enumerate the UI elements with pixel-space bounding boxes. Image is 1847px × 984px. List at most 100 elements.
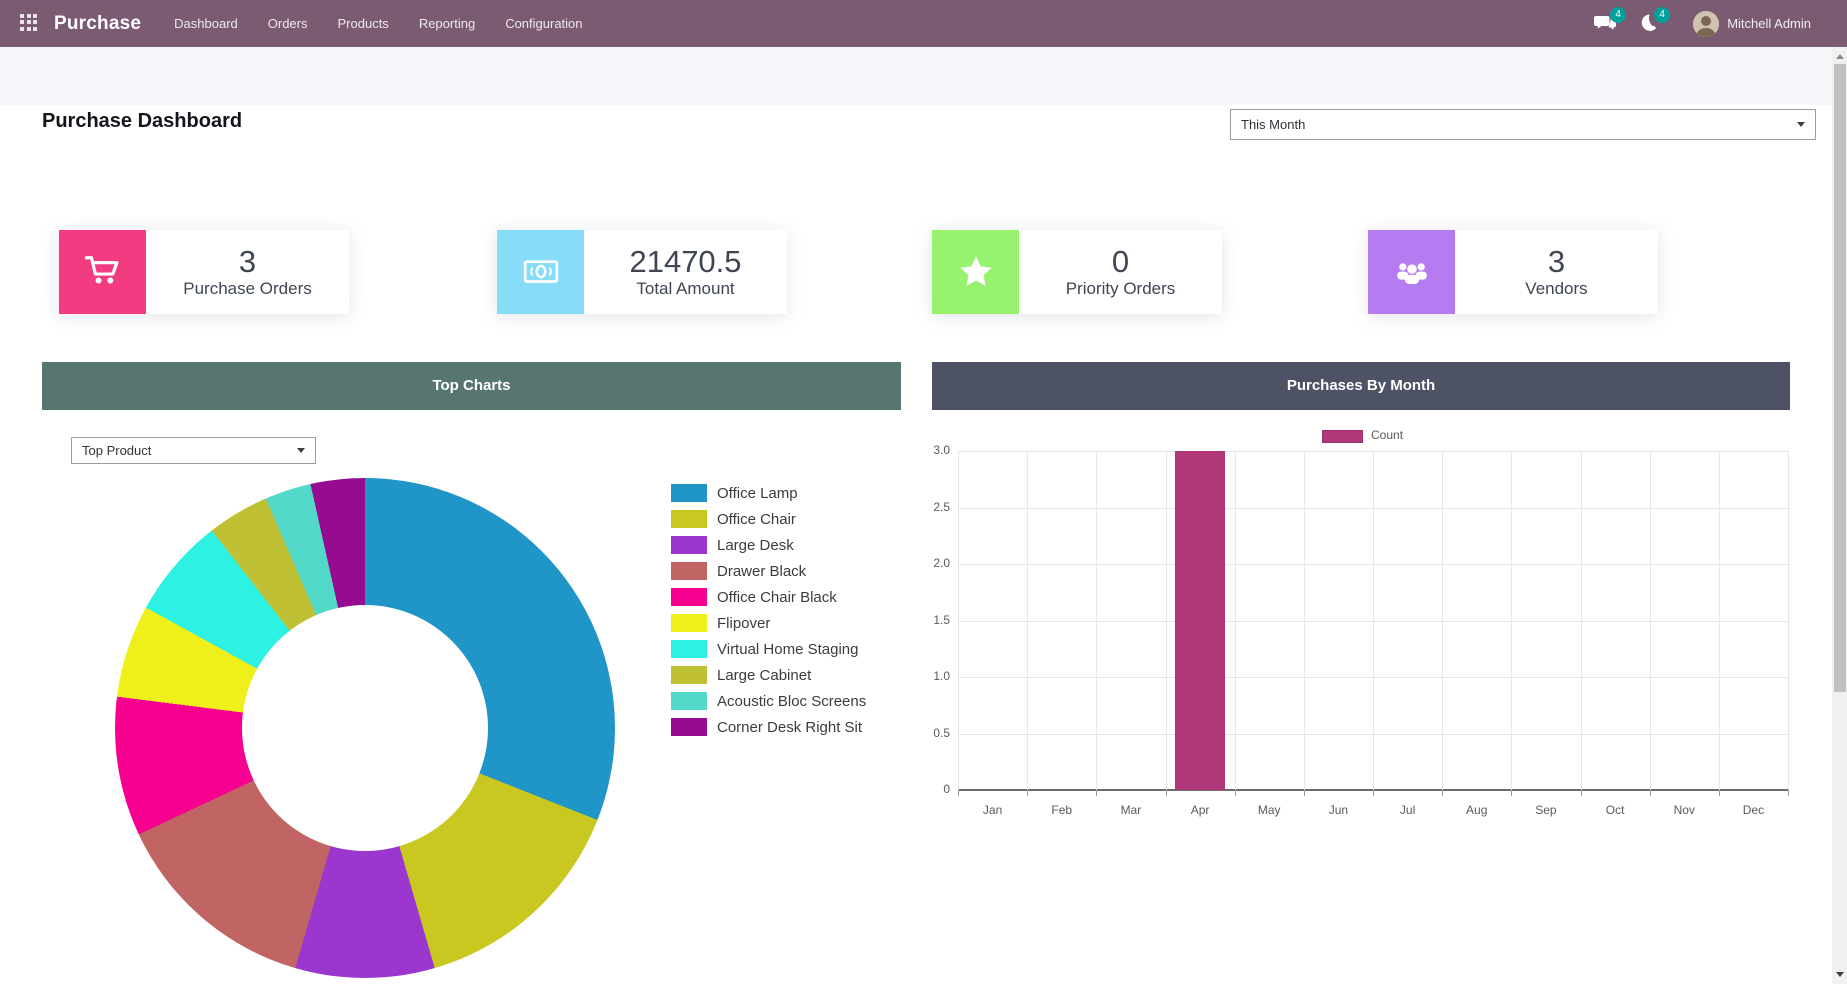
x-axis-tick-label: Mar: [1120, 803, 1142, 817]
kpi-card-total-amount[interactable]: 21470.5 Total Amount: [497, 230, 787, 314]
y-axis-tick-label: 2.5: [933, 499, 950, 514]
scrollbar-thumb[interactable]: [1833, 64, 1846, 692]
vertical-scrollbar[interactable]: [1832, 47, 1847, 984]
nav-item-reporting[interactable]: Reporting: [418, 16, 476, 31]
x-axis-tick-label: Dec: [1742, 803, 1765, 817]
top-product-selector-value: Top Product: [82, 443, 152, 458]
legend-label: Flipover: [717, 614, 771, 632]
grid-line: [1649, 451, 1651, 790]
donut-legend-item: Office Chair: [671, 510, 866, 528]
star-icon: [932, 230, 1019, 314]
kpi-value: 3: [238, 244, 257, 279]
legend-label: Large Desk: [717, 536, 794, 554]
scroll-down-arrow-icon[interactable]: [1832, 967, 1847, 982]
donut-legend-item: Acoustic Bloc Screens: [671, 692, 866, 710]
control-panel-strip: [0, 47, 1832, 105]
x-axis-tick-label: Jun: [1328, 803, 1349, 817]
donut-legend-item: Office Chair Black: [671, 588, 866, 606]
kpi-label: Total Amount: [636, 279, 735, 298]
app-brand[interactable]: Purchase: [54, 12, 142, 34]
y-axis-tick-label: 3.0: [933, 443, 950, 457]
user-menu[interactable]: Mitchell Admin: [1693, 10, 1811, 37]
y-axis-tick-label: 1.5: [933, 612, 950, 627]
x-axis-tick: [1234, 790, 1236, 796]
purchases-by-month-header: Purchases By Month: [932, 362, 1790, 410]
chevron-down-icon: [1797, 122, 1805, 127]
legend-label: Large Cabinet: [717, 666, 812, 684]
kpi-value: 21470.5: [629, 244, 742, 279]
avatar: [1693, 10, 1720, 37]
legend-label: Acoustic Bloc Screens: [717, 692, 867, 710]
legend-swatch: [671, 718, 707, 736]
x-axis-tick: [1442, 790, 1444, 796]
x-axis-tick: [1303, 790, 1305, 796]
x-axis-tick: [1580, 790, 1582, 796]
grid-line: [1165, 451, 1167, 790]
grid-line: [1373, 451, 1374, 790]
nav-item-dashboard[interactable]: Dashboard: [174, 16, 238, 31]
top-navbar: Purchase Dashboard Orders Products Repor…: [0, 0, 1847, 47]
period-selector-value: This Month: [1241, 117, 1306, 132]
x-axis-tick: [1096, 790, 1098, 796]
kpi-card-priority-orders[interactable]: 0 Priority Orders: [932, 230, 1222, 314]
grid-line: [1788, 451, 1789, 790]
shopping-cart-icon: [59, 230, 146, 314]
grid-line: [1718, 451, 1720, 790]
x-axis-tick: [1788, 790, 1789, 796]
activities-icon[interactable]: 4: [1637, 6, 1671, 36]
nav-item-orders[interactable]: Orders: [267, 16, 308, 31]
grid-line: [1303, 451, 1305, 790]
y-axis-tick-label: 2.0: [933, 556, 950, 570]
page-title: Purchase Dashboard: [42, 110, 243, 132]
top-product-selector[interactable]: Top Product: [71, 437, 316, 464]
scroll-up-arrow-icon[interactable]: [1832, 49, 1847, 64]
kpi-label: Priority Orders: [1065, 279, 1176, 298]
x-axis-tick: [1373, 790, 1374, 796]
x-axis-tick-label: Feb: [1051, 803, 1073, 817]
legend-label: Drawer Black: [717, 562, 807, 580]
crescent-moon-icon: [1641, 13, 1657, 31]
messages-icon[interactable]: 4: [1593, 6, 1627, 36]
donut-legend-item: Virtual Home Staging: [671, 640, 866, 658]
money-bill-icon: [497, 230, 584, 314]
legend-swatch: [671, 536, 707, 554]
kpi-card-vendors[interactable]: 3 Vendors: [1368, 230, 1658, 314]
x-axis-tick-label: Nov: [1673, 803, 1695, 817]
activities-badge: 4: [1654, 6, 1671, 23]
y-axis-tick-label: 0.5: [933, 725, 950, 740]
top-product-donut: [115, 478, 615, 978]
x-axis-tick: [1027, 790, 1029, 796]
top-charts-header: Top Charts: [42, 362, 901, 410]
users-icon: [1368, 230, 1455, 314]
bar-legend-label: Count: [1371, 428, 1404, 442]
grid-line: [1234, 451, 1236, 790]
apps-grid-icon[interactable]: [20, 13, 40, 34]
x-axis-tick-label: May: [1257, 803, 1281, 817]
period-selector[interactable]: This Month: [1230, 109, 1816, 140]
grid-line: [958, 451, 959, 790]
legend-label: Corner Desk Right Sit: [717, 718, 863, 736]
donut-legend: Office Lamp Office Chair Large Desk Drawer …: [671, 484, 866, 744]
grid-line: [1580, 451, 1582, 790]
donut-hole: [242, 605, 488, 851]
legend-swatch: [671, 510, 707, 528]
legend-swatch: [671, 666, 707, 684]
grid-line: [1442, 451, 1444, 790]
chevron-down-icon: [297, 448, 305, 453]
user-name: Mitchell Admin: [1727, 16, 1811, 31]
nav-item-configuration[interactable]: Configuration: [505, 16, 583, 31]
donut-legend-item: Large Desk: [671, 536, 866, 554]
x-axis-tick: [1649, 790, 1651, 796]
y-axis-tick-label: 0: [943, 782, 950, 796]
legend-swatch: [671, 640, 707, 658]
x-axis-tick-label: Apr: [1190, 803, 1210, 817]
nav-item-products[interactable]: Products: [337, 16, 389, 31]
kpi-card-purchase-orders[interactable]: 3 Purchase Orders: [59, 230, 349, 314]
legend-label: Virtual Home Staging: [717, 640, 859, 658]
bar-chart-plot: 0 0.5 1.0 1.5 2.0 2.5 3.0 Jan Feb Mar Apr May Jun Jul…: [933, 443, 1789, 817]
legend-swatch: [671, 692, 707, 710]
legend-label: Office Chair: [717, 510, 796, 528]
x-axis-tick-label: Jul: [1399, 803, 1416, 817]
x-axis-tick: [1165, 790, 1167, 796]
legend-swatch: [671, 484, 707, 502]
